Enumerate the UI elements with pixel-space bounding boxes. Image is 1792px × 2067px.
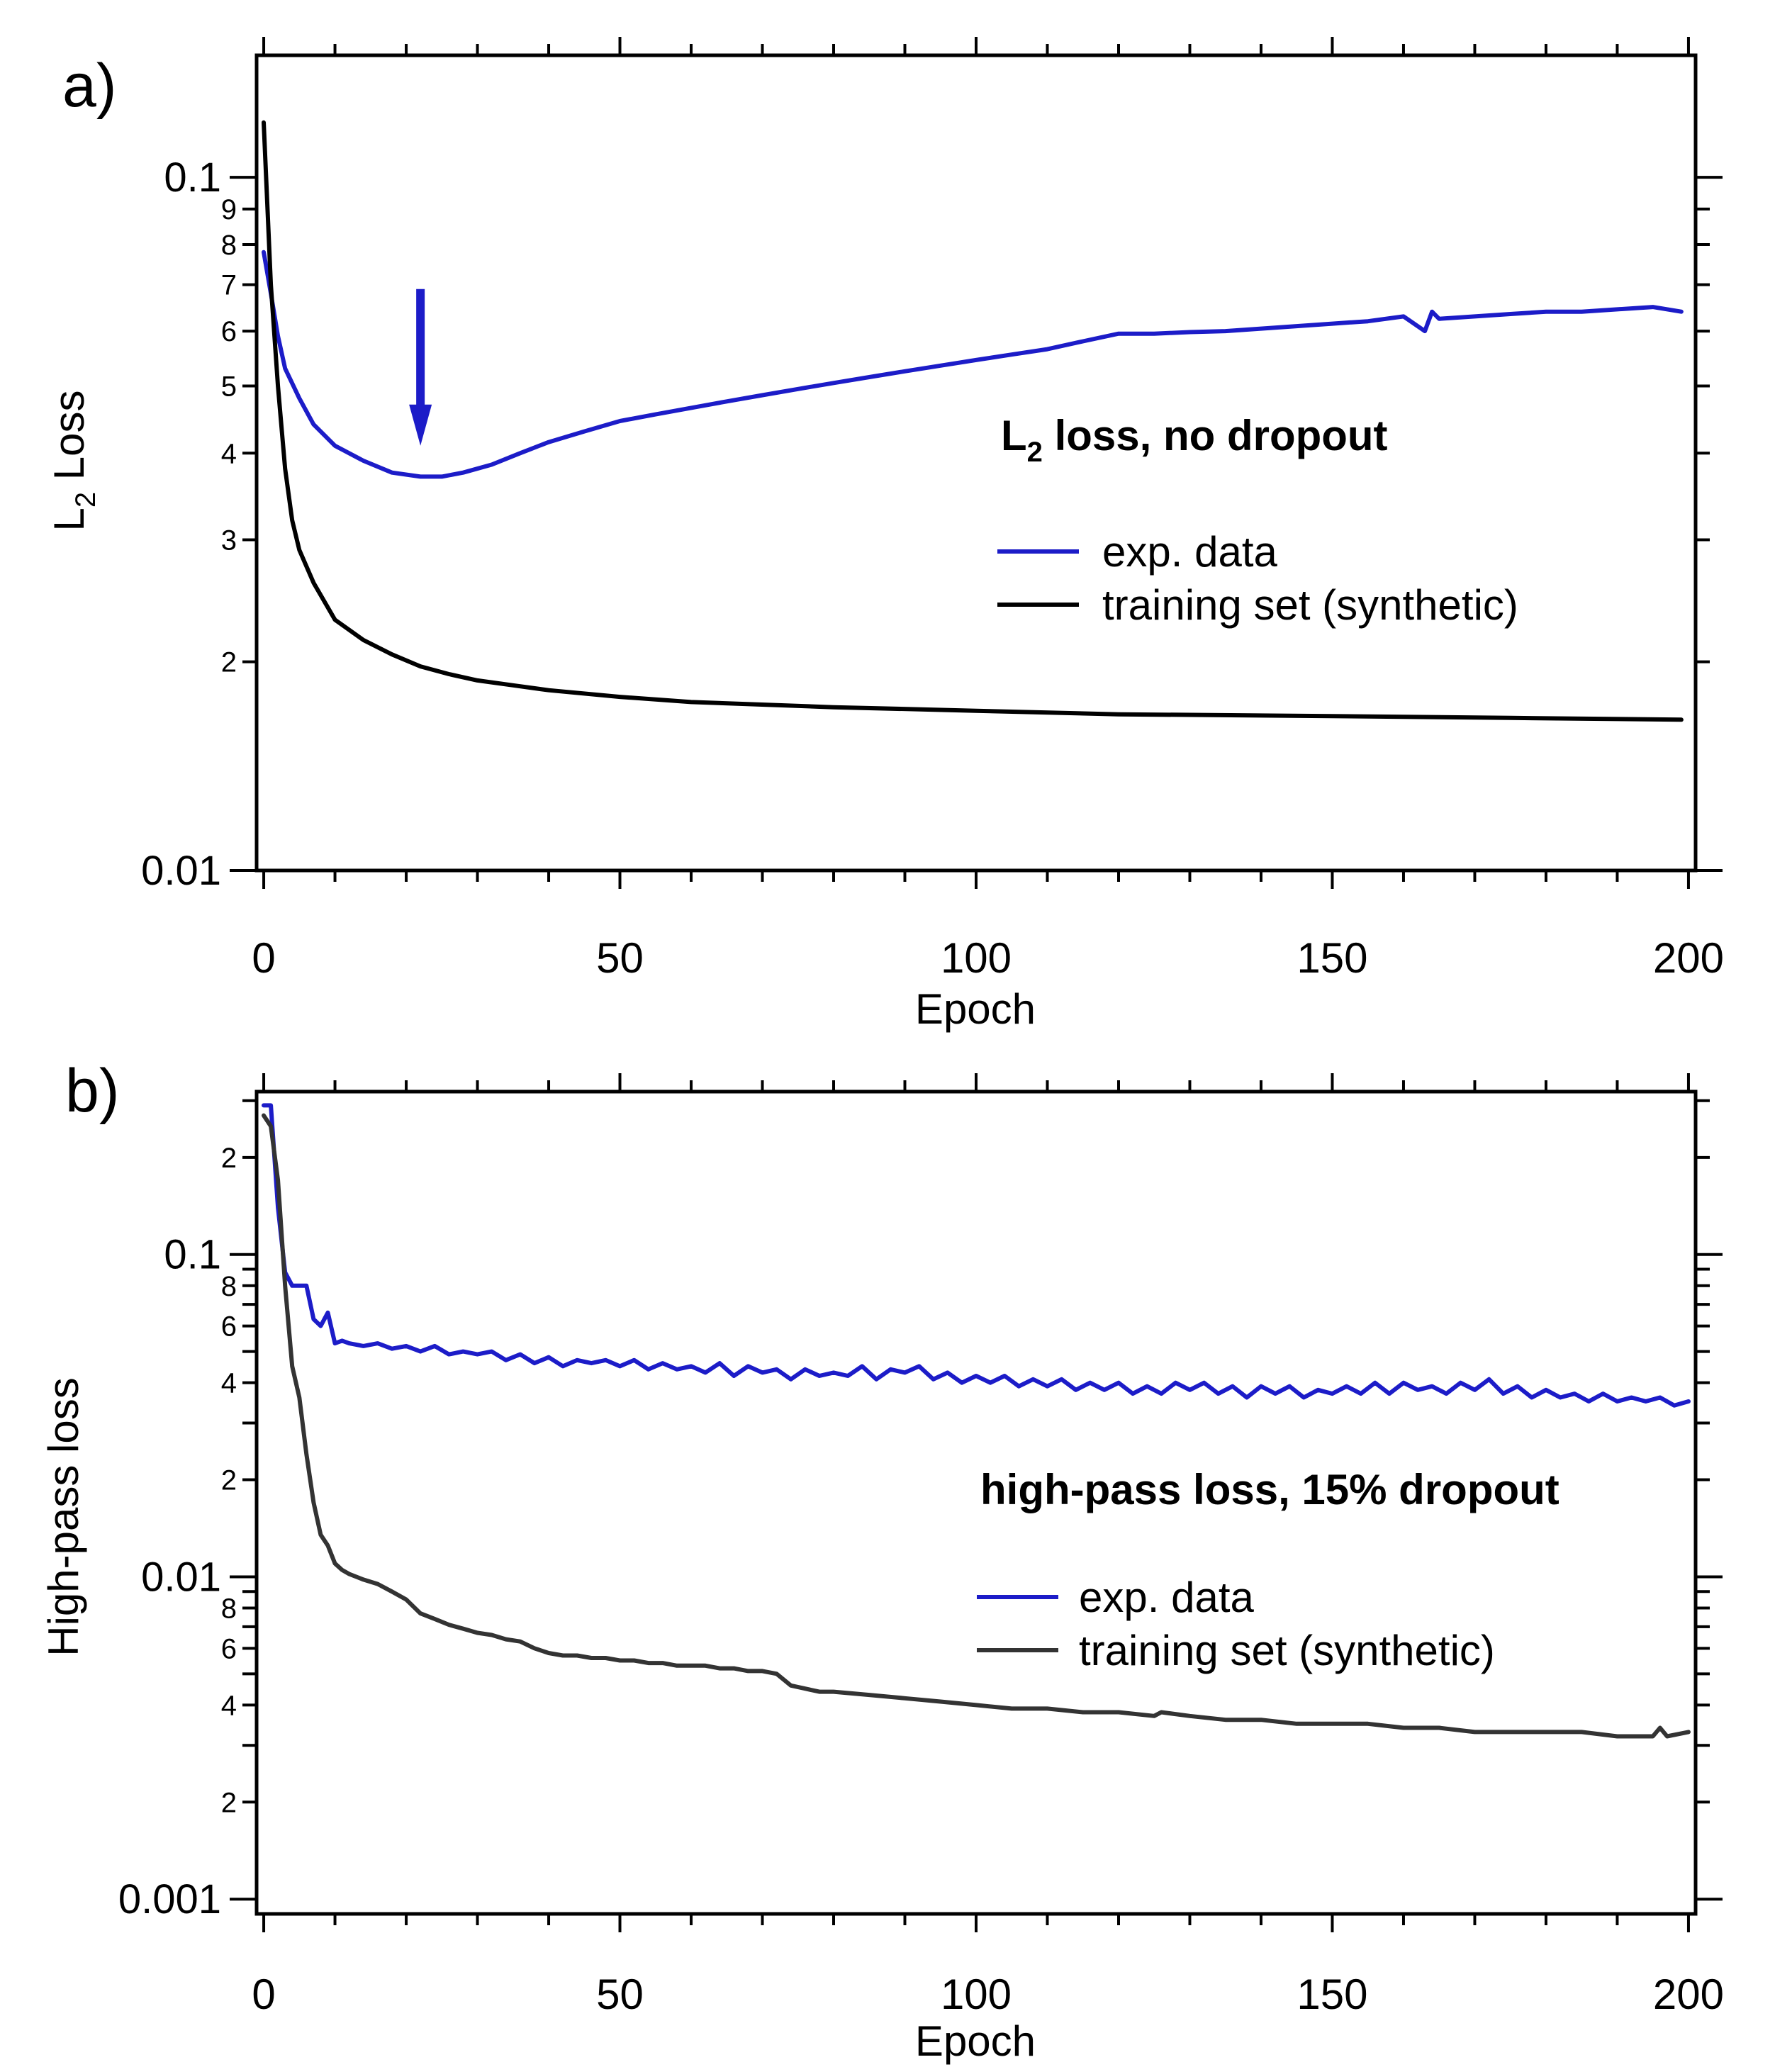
y-major-label-b-2: 0.1 — [164, 1232, 221, 1278]
y-minor-label-a-6: 8 — [221, 230, 237, 261]
y-minor-label-b-0: 2 — [221, 1787, 237, 1818]
annotation-a-main: L — [1001, 412, 1027, 459]
y-axis-title-a: L2 Loss — [45, 390, 101, 531]
y-axis-title-a-main: L — [45, 508, 93, 531]
series-line-b-training-set — [262, 1113, 1691, 1739]
x-tick-label-a-150: 150 — [1297, 934, 1367, 982]
y-minor-label-a-4: 6 — [221, 316, 237, 347]
tick-marks-b — [230, 1073, 1723, 1932]
tick-labels-b: 0 50 100 150 200 0.001 0.01 0.1 2 4 6 8 2 4 6 8 2 — [118, 1143, 1724, 2018]
legend-a: exp. data training set (synthetic) — [997, 528, 1518, 629]
y-major-label-a-0: 0.01 — [141, 848, 221, 894]
y-minor-label-b-3: 8 — [221, 1593, 237, 1625]
x-tick-label-a-100: 100 — [941, 934, 1012, 982]
legend-label-a-exp: exp. data — [1102, 528, 1277, 576]
plot-frame-a — [254, 53, 1698, 873]
legend-b: exp. data training set (synthetic) — [977, 1574, 1495, 1674]
y-minor-label-a-7: 9 — [221, 194, 237, 225]
annotation-b-main: high-pass loss, 15% dropout — [980, 1466, 1559, 1513]
x-tick-label-a-200: 200 — [1653, 934, 1724, 982]
y-axis-title-a-sub: 2 — [70, 492, 101, 508]
x-tick-label-a-0: 0 — [252, 934, 275, 982]
y-minor-label-a-0: 2 — [221, 647, 237, 678]
series-layer-b — [262, 1103, 1691, 1739]
x-tick-label-a-50: 50 — [596, 934, 644, 982]
y-minor-label-b-4: 2 — [221, 1465, 237, 1496]
y-major-label-b-0: 0.001 — [118, 1876, 221, 1922]
annotation-a-rest: loss, no dropout — [1043, 412, 1388, 459]
tick-marks-a — [230, 37, 1723, 889]
y-axis-title-b: High-pass loss — [40, 1377, 87, 1657]
legend-label-a-train: training set (synthetic) — [1102, 581, 1518, 629]
x-tick-label-b-150: 150 — [1297, 1971, 1367, 2018]
series-line-b-exp-data — [262, 1103, 1691, 1408]
y-minor-label-b-2: 6 — [221, 1633, 237, 1664]
y-minor-label-b-6: 6 — [221, 1311, 237, 1343]
legend-label-b-train: training set (synthetic) — [1079, 1627, 1495, 1674]
annotation-b: high-pass loss, 15% dropout — [980, 1466, 1559, 1513]
y-major-label-a-1: 0.1 — [164, 155, 221, 201]
minimum-arrow — [409, 289, 432, 446]
panel-b: b) 0 50 100 150 200 0.001 0.01 0.1 2 4 6 8 2 4 6 8 2 Epo… — [40, 1057, 1724, 2065]
y-minor-label-a-3: 5 — [221, 371, 237, 403]
panel-label-b: b) — [65, 1057, 119, 1125]
x-tick-label-b-50: 50 — [596, 1971, 644, 2018]
x-tick-label-b-0: 0 — [252, 1971, 275, 2018]
x-axis-title-b: Epoch — [915, 2017, 1036, 2065]
annotation-a: L2 loss, no dropout — [1001, 412, 1388, 468]
y-minor-label-b-8: 2 — [221, 1143, 237, 1174]
series-line-a-exp-data — [262, 250, 1684, 479]
series-layer-a — [262, 120, 1684, 722]
panel-a: a) 0 50 100 150 200 0.01 0.1 2 3 4 5 6 7 8 9 Epoch L2 … — [45, 37, 1724, 1033]
panel-label-a: a) — [62, 52, 116, 120]
legend-label-b-exp: exp. data — [1079, 1574, 1254, 1621]
tick-labels-a: 0 50 100 150 200 0.01 0.1 2 3 4 5 6 7 8 9 — [141, 155, 1724, 982]
annotation-a-sub: 2 — [1027, 437, 1043, 468]
y-minor-label-a-5: 7 — [221, 270, 237, 301]
y-minor-label-a-1: 3 — [221, 525, 237, 556]
y-major-label-b-1: 0.01 — [141, 1554, 221, 1600]
y-minor-label-a-2: 4 — [221, 438, 237, 469]
plot-frame-b — [254, 1089, 1698, 1916]
y-minor-label-b-7: 8 — [221, 1271, 237, 1302]
y-minor-label-b-1: 4 — [221, 1690, 237, 1721]
series-line-a-training-set — [262, 120, 1684, 722]
x-axis-title-a: Epoch — [915, 985, 1036, 1033]
y-axis-title-a-rest: Loss — [45, 390, 93, 491]
x-tick-label-b-100: 100 — [941, 1971, 1012, 2018]
y-minor-label-b-5: 4 — [221, 1368, 237, 1399]
x-tick-label-b-200: 200 — [1653, 1971, 1724, 2018]
arrow-head — [409, 404, 432, 446]
